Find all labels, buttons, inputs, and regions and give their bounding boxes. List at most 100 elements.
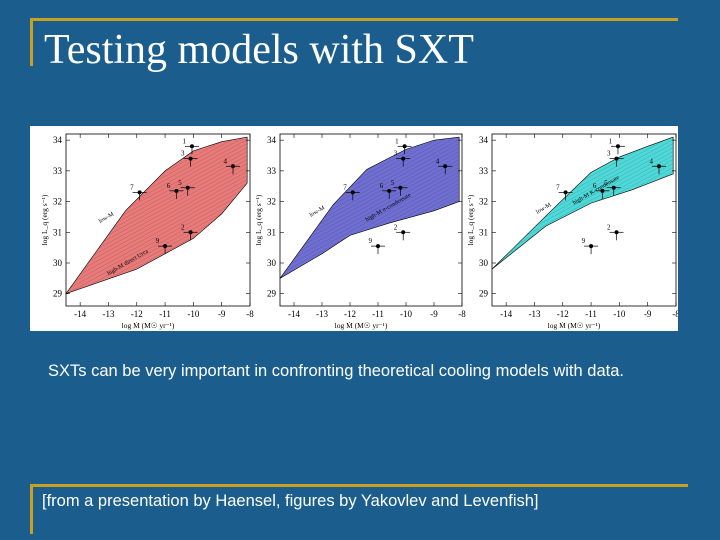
- source-label: 1: [395, 137, 399, 145]
- source-label: 9: [369, 237, 373, 245]
- source-label: 3: [394, 150, 398, 158]
- x-tick-label: -12: [131, 309, 143, 319]
- plot-frame: [65, 133, 251, 307]
- band-hatch-line: [280, 165, 460, 267]
- source-point: [615, 144, 620, 149]
- x-tick-label: -11: [585, 309, 597, 319]
- x-tick-label: -11: [372, 309, 384, 319]
- band-hatch-line: [66, 185, 248, 287]
- x-tick-label: -10: [187, 309, 199, 319]
- source-point: [137, 190, 142, 195]
- source-label: 4: [436, 157, 440, 165]
- title-rule-left: [30, 18, 33, 66]
- cooling-band: [279, 136, 460, 279]
- source-point: [398, 185, 403, 190]
- source-label: 1: [182, 137, 186, 145]
- source-point: [401, 230, 406, 235]
- source-label: 4: [224, 157, 228, 165]
- footer-rule-left: [30, 484, 33, 534]
- slide-title: Testing models with SXT: [44, 27, 474, 73]
- source-label: 5: [178, 179, 182, 187]
- band-hatch-line: [66, 189, 248, 291]
- band-annotation: low-M: [98, 211, 116, 225]
- source-label: 4: [650, 157, 654, 165]
- y-tick-label: 29: [53, 289, 63, 299]
- source-label: 2: [181, 223, 185, 231]
- source-label: 9: [582, 237, 586, 245]
- band-hatch-line: [492, 126, 676, 134]
- band-hatch-line: [492, 330, 676, 331]
- slide-credit: [from a presentation by Haensel, figures…: [42, 492, 539, 510]
- y-tick-label: 33: [479, 166, 489, 176]
- x-tick-label: -9: [644, 309, 652, 319]
- band-hatch-line: [66, 193, 248, 294]
- source-label: 5: [604, 179, 608, 187]
- y-tick-label: 31: [267, 227, 276, 237]
- cooling-band: [65, 136, 248, 295]
- y-tick-label: 34: [479, 135, 489, 145]
- y-tick-label: 31: [53, 227, 62, 237]
- y-tick-label: 31: [479, 227, 488, 237]
- x-tick-label: -12: [344, 309, 356, 319]
- y-tick-label: 30: [53, 258, 63, 268]
- source-label: 7: [556, 183, 560, 191]
- x-tick-label: -8: [246, 309, 254, 319]
- source-label: 5: [391, 179, 395, 187]
- source-point: [188, 156, 193, 161]
- plot-frame: [279, 133, 463, 307]
- band-hatch-line: [492, 126, 676, 130]
- y-tick-label: 33: [53, 166, 63, 176]
- source-label: 3: [607, 150, 611, 158]
- x-tick-label: -14: [74, 309, 86, 319]
- band-hatch-line: [66, 181, 248, 283]
- figure-panel: -14 -13 -12 -11 -10 -9 -8 29 30 31 32 33 34 log Ṁ (M☉…: [30, 126, 678, 331]
- band-hatch-line: [66, 137, 248, 139]
- footer-rule-bottom: [30, 484, 688, 487]
- y-axis-label: log L_q (erg s⁻¹): [466, 194, 475, 245]
- source-label: 7: [130, 183, 134, 191]
- source-point: [387, 188, 392, 193]
- source-point: [350, 190, 355, 195]
- band-hatch-line: [280, 173, 460, 275]
- band-hatch-line: [492, 197, 674, 270]
- band-hatch-line: [492, 213, 674, 270]
- band-hatch-line: [492, 137, 674, 139]
- source-label: 7: [343, 183, 347, 191]
- source-point: [401, 156, 406, 161]
- y-tick-label: 30: [479, 258, 489, 268]
- x-tick-label: -13: [102, 309, 114, 319]
- y-axis-label: log L_q (erg s⁻¹): [40, 194, 49, 245]
- x-axis-label: log Ṁ (M☉ yr⁻¹): [122, 321, 175, 330]
- band-hatch-line: [280, 330, 462, 331]
- x-tick-label: -9: [218, 309, 226, 319]
- y-tick-label: 29: [267, 289, 277, 299]
- x-tick-label: -13: [316, 309, 328, 319]
- band-hatch-line: [492, 141, 674, 243]
- y-tick-label: 34: [53, 135, 63, 145]
- source-label: 6: [380, 182, 384, 190]
- band-hatch-line: [280, 157, 460, 259]
- x-tick-label: -8: [672, 309, 678, 319]
- band-hatch-line: [280, 253, 460, 279]
- source-label: 3: [181, 150, 185, 158]
- x-tick-label: -9: [430, 309, 438, 319]
- source-point: [188, 230, 193, 235]
- source-label: 2: [607, 223, 611, 231]
- band-hatch-line: [492, 137, 674, 147]
- source-point: [174, 188, 179, 193]
- source-point: [163, 244, 168, 249]
- band-hatch-line: [492, 217, 674, 270]
- source-point: [376, 244, 380, 249]
- y-axis-label: log L_q (erg s⁻¹): [254, 194, 263, 245]
- band-hatch-line: [492, 209, 674, 270]
- band-hatch-line: [66, 126, 250, 134]
- y-tick-label: 32: [479, 197, 488, 207]
- cooling-band: [491, 136, 674, 270]
- band-hatch-line: [280, 161, 460, 263]
- source-point: [185, 185, 190, 190]
- band-hatch-line: [66, 330, 250, 331]
